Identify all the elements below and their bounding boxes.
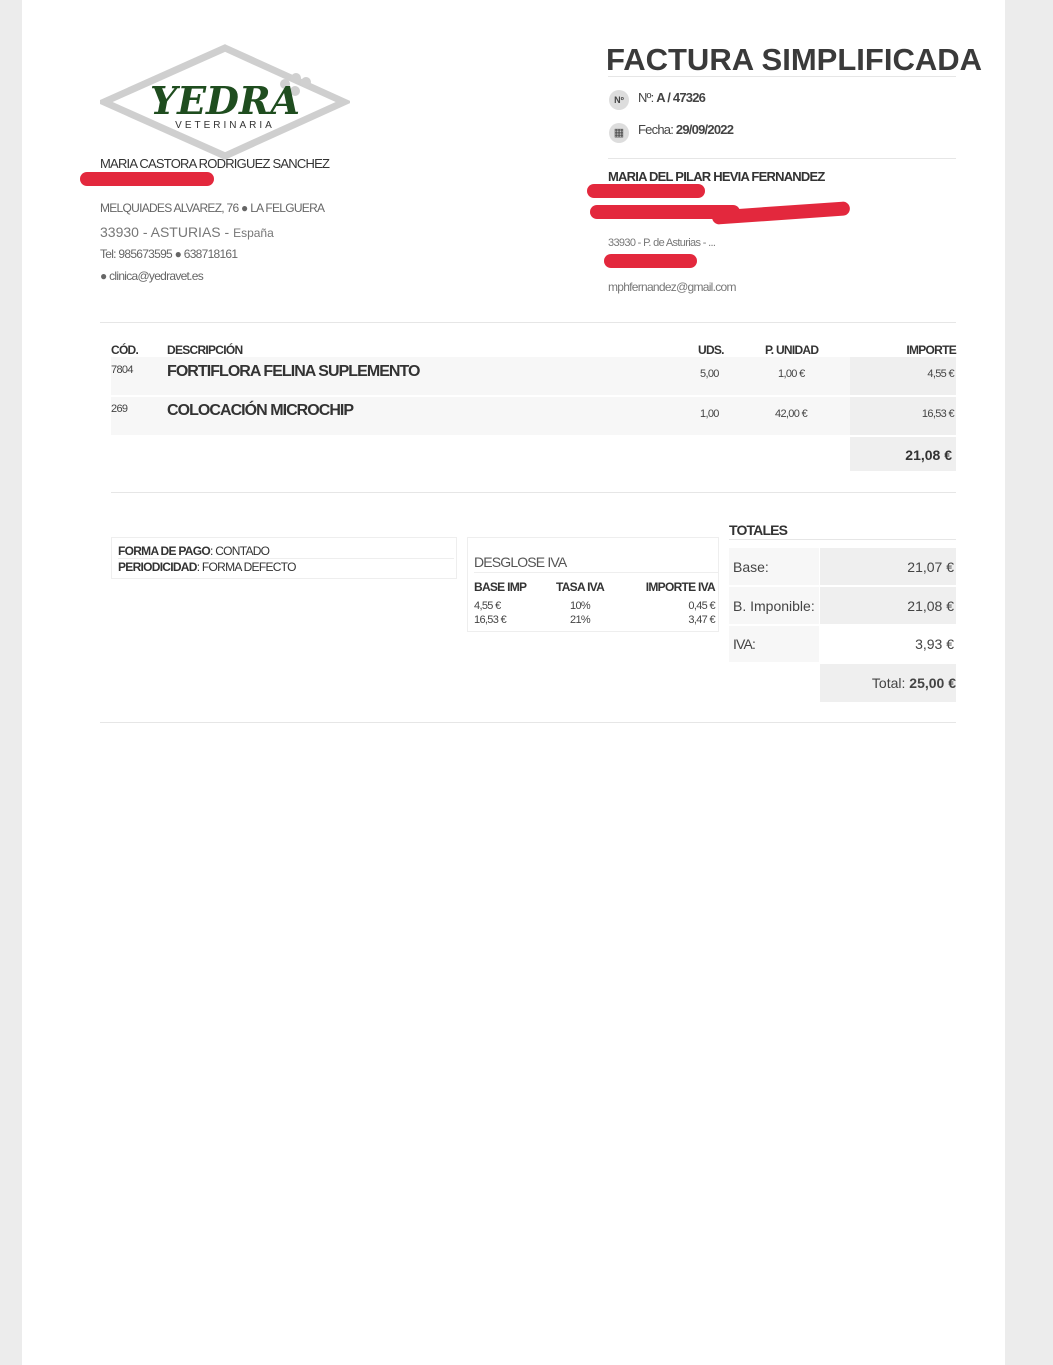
col-header: DESCRIPCIÓN (167, 343, 243, 357)
vat-value: 3,93 € (915, 636, 954, 652)
periodicity-label: PERIODICIDAD (118, 560, 197, 574)
table-row (111, 397, 956, 435)
invoice-number: Nº: A / 47326 (638, 90, 706, 105)
vat-base: 16,53 € (474, 614, 507, 626)
date-label: Fecha: (638, 122, 676, 137)
date-value: 29/09/2022 (675, 122, 734, 137)
totals-title: TOTALES (729, 522, 788, 538)
item-amount: 4,55 € (927, 368, 954, 380)
vat-base: 4,55 € (474, 600, 501, 612)
client-city: 33930 - P. de Asturias - ... (608, 237, 716, 249)
grand-total: Total: 25,00 € (822, 675, 956, 691)
redaction (590, 205, 740, 219)
vat-label: IVA: (733, 636, 756, 652)
issuer-address: MELQUIADES ALVAREZ, 76 ● LA FELGUERA (100, 201, 325, 215)
item-units: 5,00 (700, 368, 719, 380)
vat-rate: 10% (570, 600, 591, 612)
city: 33930 - ASTURIAS - (100, 224, 234, 240)
item-code: 7804 (111, 364, 133, 376)
vat-header: TASA IVA (556, 580, 605, 594)
item-price: 42,00 € (775, 408, 808, 420)
payment-method-label: FORMA DE PAGO (118, 544, 211, 558)
item-price: 1,00 € (778, 368, 805, 380)
col-header: IMPORTE (906, 343, 956, 357)
vat-title: DESGLOSE IVA (474, 554, 567, 570)
redaction (604, 254, 697, 268)
calendar-icon: ▦ (609, 123, 629, 143)
taxable-base-value: 21,08 € (907, 598, 954, 614)
yedra-logo: YEDRA VETERINARIA (100, 44, 350, 160)
issuer-phone: Tel: 985673595 ● 638718161 (100, 247, 238, 261)
invoice-date: Fecha: 29/09/2022 (638, 122, 734, 137)
periodicity-value: : FORMA DEFECTO (196, 560, 297, 574)
svg-text:VETERINARIA: VETERINARIA (175, 120, 275, 131)
col-header: P. UNIDAD (765, 343, 819, 357)
vat-breakdown: DESGLOSE IVA BASE IMP TASA IVA IMPORTE I… (467, 537, 719, 632)
svg-text:YEDRA: YEDRA (150, 78, 300, 123)
country: España (233, 226, 274, 240)
total-value: 25,00 € (909, 675, 956, 691)
issuer-city: 33930 - ASTURIAS - España (100, 224, 274, 240)
redaction (80, 172, 214, 186)
taxable-base-label: B. Imponible: (733, 598, 815, 614)
vat-header: IMPORTE IVA (645, 580, 716, 594)
vat-rate: 21% (570, 614, 591, 626)
issuer-email: ● clinica@yedravet.es (100, 269, 204, 283)
base-label: Base: (733, 559, 769, 575)
item-units: 1,00 (700, 408, 719, 420)
total-label: Total: (871, 675, 910, 691)
item-code: 269 (111, 403, 128, 415)
redaction (587, 184, 705, 198)
vat-header: BASE IMP (474, 580, 527, 594)
item-description: COLOCACIÓN MICROCHIP (167, 402, 354, 419)
vat-amount: 3,47 € (688, 614, 715, 626)
col-header: CÓD. (111, 343, 139, 357)
number-icon: Nº (609, 90, 629, 110)
col-header: UDS. (698, 343, 725, 357)
number-value: A / 47326 (656, 90, 706, 105)
payment-box: FORMA DE PAGO: CONTADO PERIODICIDAD: FOR… (111, 537, 457, 579)
payment-method-value: : CONTADO (209, 544, 270, 558)
base-value: 21,07 € (907, 559, 954, 575)
item-amount: 16,53 € (921, 408, 955, 420)
item-description: FORTIFLORA FELINA SUPLEMENTO (167, 363, 420, 380)
client-name: MARIA DEL PILAR HEVIA FERNANDEZ (608, 169, 825, 184)
number-label: Nº: (638, 90, 657, 105)
invoice-page: YEDRA VETERINARIA MARIA CASTORA RODRIGUE… (22, 0, 1005, 1365)
client-email: mphfernandez@gmail.com (608, 280, 736, 294)
document-title: FACTURA SIMPLIFICADA (606, 42, 982, 77)
vat-amount: 0,45 € (688, 600, 715, 612)
items-subtotal: 21,08 € (905, 447, 952, 463)
table-row (111, 357, 956, 395)
issuer-name: MARIA CASTORA RODRIGUEZ SANCHEZ (100, 156, 330, 171)
